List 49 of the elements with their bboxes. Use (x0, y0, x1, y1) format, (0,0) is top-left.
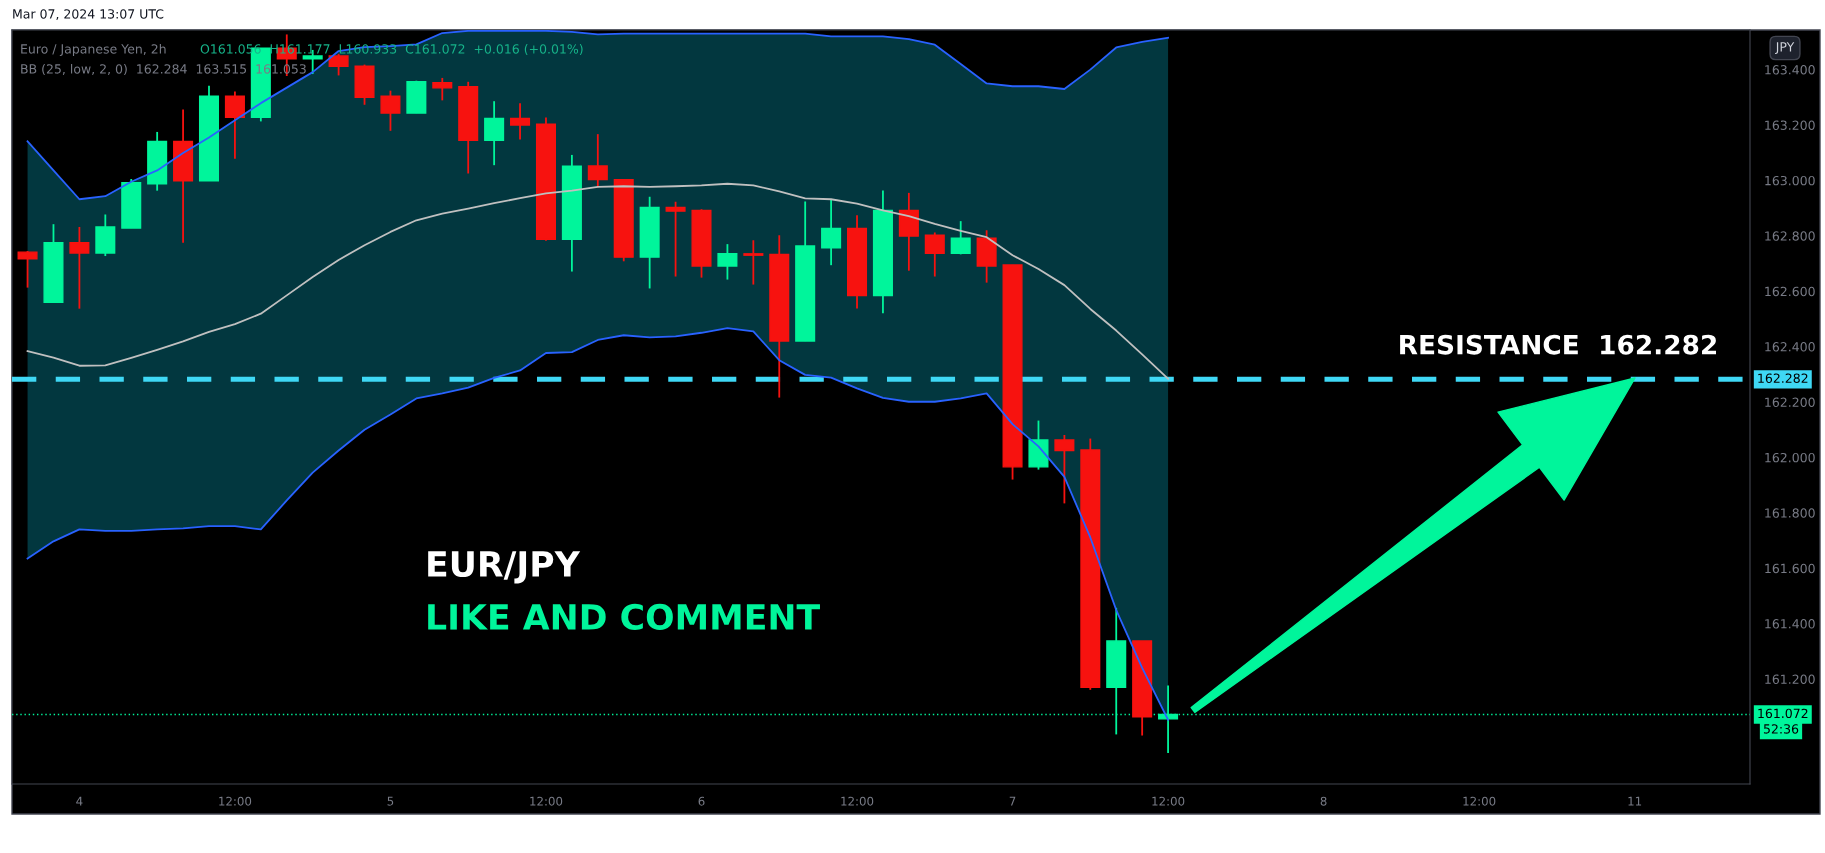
x-tick-label: 12:00 (841, 796, 874, 806)
x-tick-label: 12:00 (219, 796, 252, 806)
annotation: EUR/JPY (428, 551, 581, 584)
candlestick (950, 220, 971, 256)
candlestick (432, 77, 453, 102)
candlestick (484, 100, 505, 167)
x-tick-label: 4 (76, 796, 83, 806)
candlestick (69, 226, 90, 310)
candlestick (665, 200, 686, 278)
line-series (26, 182, 1169, 380)
y-tick-label: 162.600 (1765, 286, 1815, 297)
y-tick-label: 162.800 (1765, 231, 1815, 241)
text: Mar 07, 2024 13:07 UTC (13, 9, 164, 20)
candlestick (510, 102, 531, 141)
y-tick-label: 162.000 (1765, 452, 1815, 463)
text: JPY (1775, 42, 1795, 54)
x-tick-label: 6 (698, 796, 705, 806)
candlestick (743, 239, 764, 286)
annotation: LIKE AND COMMENT (428, 603, 820, 631)
y-tick-label: 163.000 (1765, 175, 1815, 186)
y-tick-label: 161.800 (1765, 508, 1815, 518)
y-tick-label: 163.200 (1765, 120, 1815, 130)
y-tick-label: 161.600 (1765, 563, 1815, 574)
text: 52:36 (1763, 724, 1799, 734)
x-tick-label: 7 (1009, 796, 1016, 806)
x-tick-label: 12:00 (530, 796, 563, 806)
ref-line-label: 161.072 (1758, 708, 1808, 719)
x-tick-label: 11 (1628, 796, 1642, 806)
y-tick-label: 163.400 (1765, 65, 1815, 75)
candlestick (224, 90, 245, 160)
x-tick-label: 8 (1320, 796, 1327, 806)
candlestick (328, 52, 349, 77)
annotation: Euro / Japanese Yen, 2h (21, 43, 166, 57)
x-tick-label: 12:00 (1152, 796, 1185, 806)
candlestick (17, 250, 38, 289)
candlestick (1054, 434, 1075, 505)
x-tick-label: 12:00 (1463, 796, 1496, 806)
x-tick-label: 5 (387, 796, 394, 806)
candlestick (587, 133, 608, 189)
y-tick-label: 162.200 (1765, 397, 1815, 407)
candlestick (717, 243, 738, 281)
candlestick (821, 198, 842, 267)
y-tick-label: 162.400 (1765, 342, 1815, 352)
y-tick-label: 161.400 (1765, 619, 1815, 629)
ref-line-label: 162.282 (1758, 373, 1808, 383)
annotation: RESISTANCE 162.282 (1400, 334, 1717, 355)
y-tick-label: 161.200 (1765, 674, 1815, 684)
candlestick (380, 89, 401, 132)
candlestick (924, 231, 945, 278)
